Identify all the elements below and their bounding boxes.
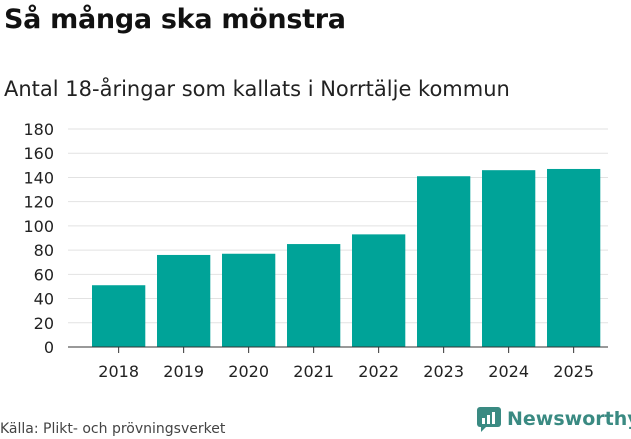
bar-2023 bbox=[417, 176, 471, 347]
bar-2018 bbox=[92, 285, 146, 347]
bar-2025 bbox=[547, 168, 601, 347]
chart-title: Så många ska mönstra bbox=[4, 4, 346, 35]
x-tick-label: 2022 bbox=[358, 362, 399, 381]
bar-2024 bbox=[482, 170, 536, 347]
bar-2020 bbox=[222, 253, 276, 347]
y-tick-label: 40 bbox=[34, 290, 54, 309]
bar-2019 bbox=[157, 254, 211, 347]
x-tick-label: 2023 bbox=[423, 362, 464, 381]
y-tick-label: 60 bbox=[34, 265, 54, 284]
x-tick-label: 2018 bbox=[98, 362, 139, 381]
chart-subtitle: Antal 18-åringar som kallats i Norrtälje… bbox=[4, 77, 510, 101]
x-tick-label: 2021 bbox=[293, 362, 334, 381]
x-tick-label: 2019 bbox=[163, 362, 204, 381]
y-tick-label: 20 bbox=[34, 314, 54, 333]
y-tick-label: 180 bbox=[23, 120, 54, 139]
y-tick-label: 0 bbox=[44, 338, 54, 357]
brand-name: Newsworthy bbox=[507, 408, 631, 430]
source-note: Källa: Plikt- och prövningsverket bbox=[0, 421, 226, 437]
y-axis-ticks: 0 20 40 60 80 100 120 140 160 180 bbox=[23, 120, 54, 357]
bar-2021 bbox=[287, 244, 341, 347]
y-tick-label: 120 bbox=[23, 193, 54, 212]
y-tick-label: 80 bbox=[34, 241, 54, 260]
x-tick-label: 2024 bbox=[488, 362, 529, 381]
y-tick-label: 160 bbox=[23, 144, 54, 163]
x-axis-ticks: 2018 2019 2020 2021 2022 2023 2024 2025 bbox=[98, 347, 594, 381]
y-tick-label: 140 bbox=[23, 168, 54, 187]
y-tick-label: 100 bbox=[23, 217, 54, 236]
bar-2022 bbox=[352, 234, 406, 347]
newsworthy-logo-icon bbox=[477, 407, 501, 432]
bar-chart: 0 20 40 60 80 100 120 140 160 180 2018 2019 2020 202… bbox=[23, 120, 608, 381]
brand-logo: Newsworthy bbox=[476, 406, 631, 432]
x-tick-label: 2025 bbox=[553, 362, 594, 381]
bars bbox=[92, 168, 601, 347]
x-tick-label: 2020 bbox=[228, 362, 269, 381]
